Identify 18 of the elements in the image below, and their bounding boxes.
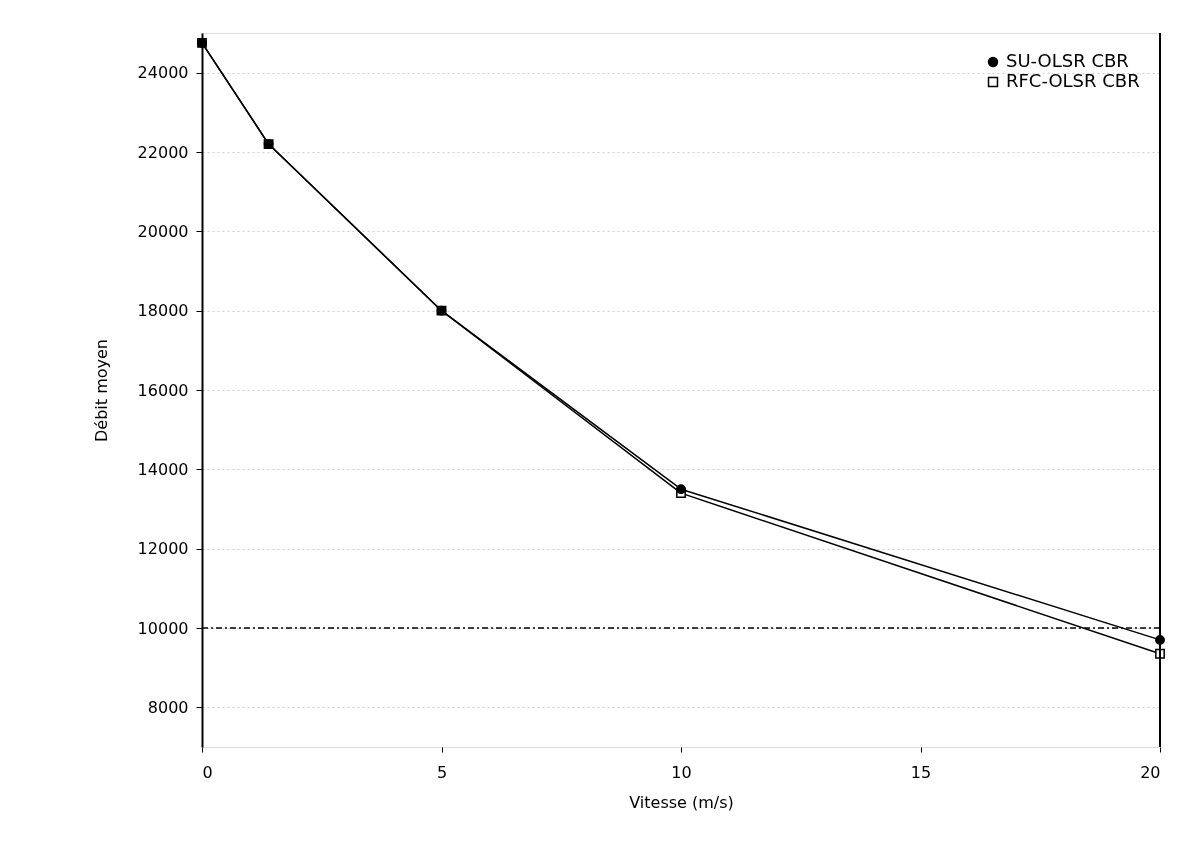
x-tick-label: 15 (910, 762, 932, 782)
legend-label: RFC-OLSR CBR (1006, 70, 1140, 91)
legend-label: SU-OLSR CBR (1006, 50, 1129, 71)
y-tick-label: 16000 (137, 380, 189, 400)
y-axis-title: Débit moyen (91, 339, 111, 442)
y-tick-label: 24000 (137, 63, 189, 83)
x-axis-title: Vitesse (m/s) (629, 792, 734, 812)
x-tick-label: 5 (436, 762, 448, 782)
y-tick-label: 8000 (147, 697, 189, 717)
y-tick-label: 18000 (137, 301, 189, 321)
y-tick-label: 10000 (137, 618, 189, 638)
y-tick-label: 14000 (137, 459, 189, 479)
x-tick-label: 0 (202, 762, 213, 782)
x-tick-label: 10 (671, 762, 692, 782)
y-tick-label: 12000 (137, 539, 189, 559)
x-tick-label: 20 (1140, 762, 1161, 782)
y-tick-label: 20000 (137, 221, 189, 241)
y-tick-label: 22000 (137, 142, 189, 162)
